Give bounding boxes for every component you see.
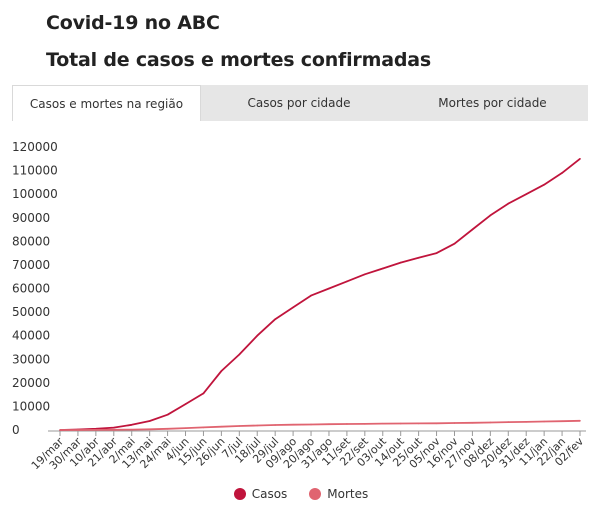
data-point-mortes[interactable] <box>579 420 581 422</box>
legend-label-mortes: Mortes <box>327 487 369 501</box>
data-point-casos[interactable] <box>310 294 312 297</box>
data-point-casos[interactable] <box>435 252 438 254</box>
data-point-mortes[interactable] <box>507 421 510 423</box>
data-point-mortes[interactable] <box>543 420 545 423</box>
data-point-mortes[interactable] <box>130 428 133 431</box>
y-tick-label: 90000 <box>12 211 50 225</box>
legend-marker-mortes <box>309 488 322 500</box>
line-chart: 0 10000 20000 30000 40000 50000 60000 70000 8000… <box>12 140 586 472</box>
data-point-mortes[interactable] <box>95 429 97 431</box>
legend-item-casos[interactable]: Casos <box>233 487 288 501</box>
data-point-mortes[interactable] <box>220 425 223 428</box>
data-point-casos[interactable] <box>148 420 151 422</box>
data-point-mortes[interactable] <box>489 421 492 424</box>
legend-marker-casos <box>233 488 246 500</box>
data-point-mortes[interactable] <box>77 429 79 431</box>
data-point-casos[interactable] <box>238 353 241 356</box>
data-point-casos[interactable] <box>346 280 348 283</box>
data-point-casos[interactable] <box>166 413 169 416</box>
data-point-mortes[interactable] <box>453 422 456 424</box>
data-point-mortes[interactable] <box>399 422 402 425</box>
data-point-casos[interactable] <box>453 242 456 245</box>
chart-title: Covid-19 no ABC <box>46 12 220 34</box>
data-point-mortes[interactable] <box>202 426 205 429</box>
data-point-mortes[interactable] <box>112 429 115 431</box>
data-point-casos[interactable] <box>561 172 563 174</box>
y-tick-label: 110000 <box>12 164 58 178</box>
y-tick-label: 40000 <box>12 329 50 343</box>
data-point-casos[interactable] <box>579 157 581 160</box>
data-point-casos[interactable] <box>417 257 420 259</box>
data-point-casos[interactable] <box>525 193 528 195</box>
data-point-mortes[interactable] <box>238 425 241 427</box>
data-point-casos[interactable] <box>543 183 545 186</box>
data-point-casos[interactable] <box>220 370 223 372</box>
data-point-casos[interactable] <box>130 424 133 426</box>
data-point-mortes[interactable] <box>561 420 563 422</box>
data-point-mortes[interactable] <box>184 427 187 429</box>
data-point-mortes[interactable] <box>346 423 348 425</box>
series-line-casos[interactable] <box>59 158 581 431</box>
data-point-mortes[interactable] <box>328 423 330 426</box>
legend: Casos Mortes <box>0 487 602 501</box>
y-tick-label: 0 <box>12 423 20 437</box>
chart-subtitle: Total de casos e mortes confirmadas <box>46 49 431 71</box>
data-point-casos[interactable] <box>256 334 259 337</box>
data-point-mortes[interactable] <box>256 424 259 427</box>
data-point-mortes[interactable] <box>435 422 438 425</box>
data-point-casos[interactable] <box>184 403 187 405</box>
data-point-mortes[interactable] <box>310 423 312 426</box>
data-point-casos[interactable] <box>328 287 330 290</box>
data-point-casos[interactable] <box>399 261 402 264</box>
legend-item-mortes[interactable]: Mortes <box>309 487 368 501</box>
data-point-mortes[interactable] <box>274 424 276 426</box>
tab-casos-por-cidade[interactable]: Casos por cidade <box>247 96 351 110</box>
data-point-mortes[interactable] <box>525 421 528 423</box>
data-point-mortes[interactable] <box>292 423 294 426</box>
tab-casos-e-mortes[interactable]: Casos e mortes na região <box>12 85 201 121</box>
series-line-mortes[interactable] <box>60 419 581 431</box>
y-tick-label: 100000 <box>12 187 58 201</box>
data-point-casos[interactable] <box>292 306 294 309</box>
data-point-mortes[interactable] <box>471 422 474 424</box>
data-point-mortes[interactable] <box>166 428 169 430</box>
tab-bar: Casos e mortes na região Casos por cidad… <box>12 85 588 121</box>
y-tick-label: 50000 <box>12 305 50 319</box>
data-point-casos[interactable] <box>489 214 492 217</box>
data-point-casos[interactable] <box>471 228 474 231</box>
y-tick-label: 120000 <box>12 140 58 154</box>
data-point-mortes[interactable] <box>364 423 366 425</box>
data-point-mortes[interactable] <box>148 428 151 431</box>
y-tick-label: 60000 <box>12 282 50 296</box>
data-point-casos[interactable] <box>507 202 510 205</box>
data-point-casos[interactable] <box>112 426 115 429</box>
y-tick-label: 80000 <box>12 234 50 248</box>
y-tick-label: 30000 <box>12 352 50 366</box>
data-point-mortes[interactable] <box>59 429 61 431</box>
y-tick-label: 20000 <box>12 376 50 390</box>
legend-label-casos: Casos <box>251 487 288 501</box>
tab-mortes-por-cidade[interactable]: Mortes por cidade <box>438 96 547 110</box>
data-point-mortes[interactable] <box>381 422 384 425</box>
y-tick-label: 10000 <box>12 399 50 413</box>
data-point-casos[interactable] <box>381 267 384 270</box>
y-tick-label: 70000 <box>12 258 50 272</box>
data-point-casos[interactable] <box>202 392 205 395</box>
data-point-casos[interactable] <box>364 273 366 276</box>
data-point-mortes[interactable] <box>417 422 420 425</box>
data-point-casos[interactable] <box>274 318 276 320</box>
